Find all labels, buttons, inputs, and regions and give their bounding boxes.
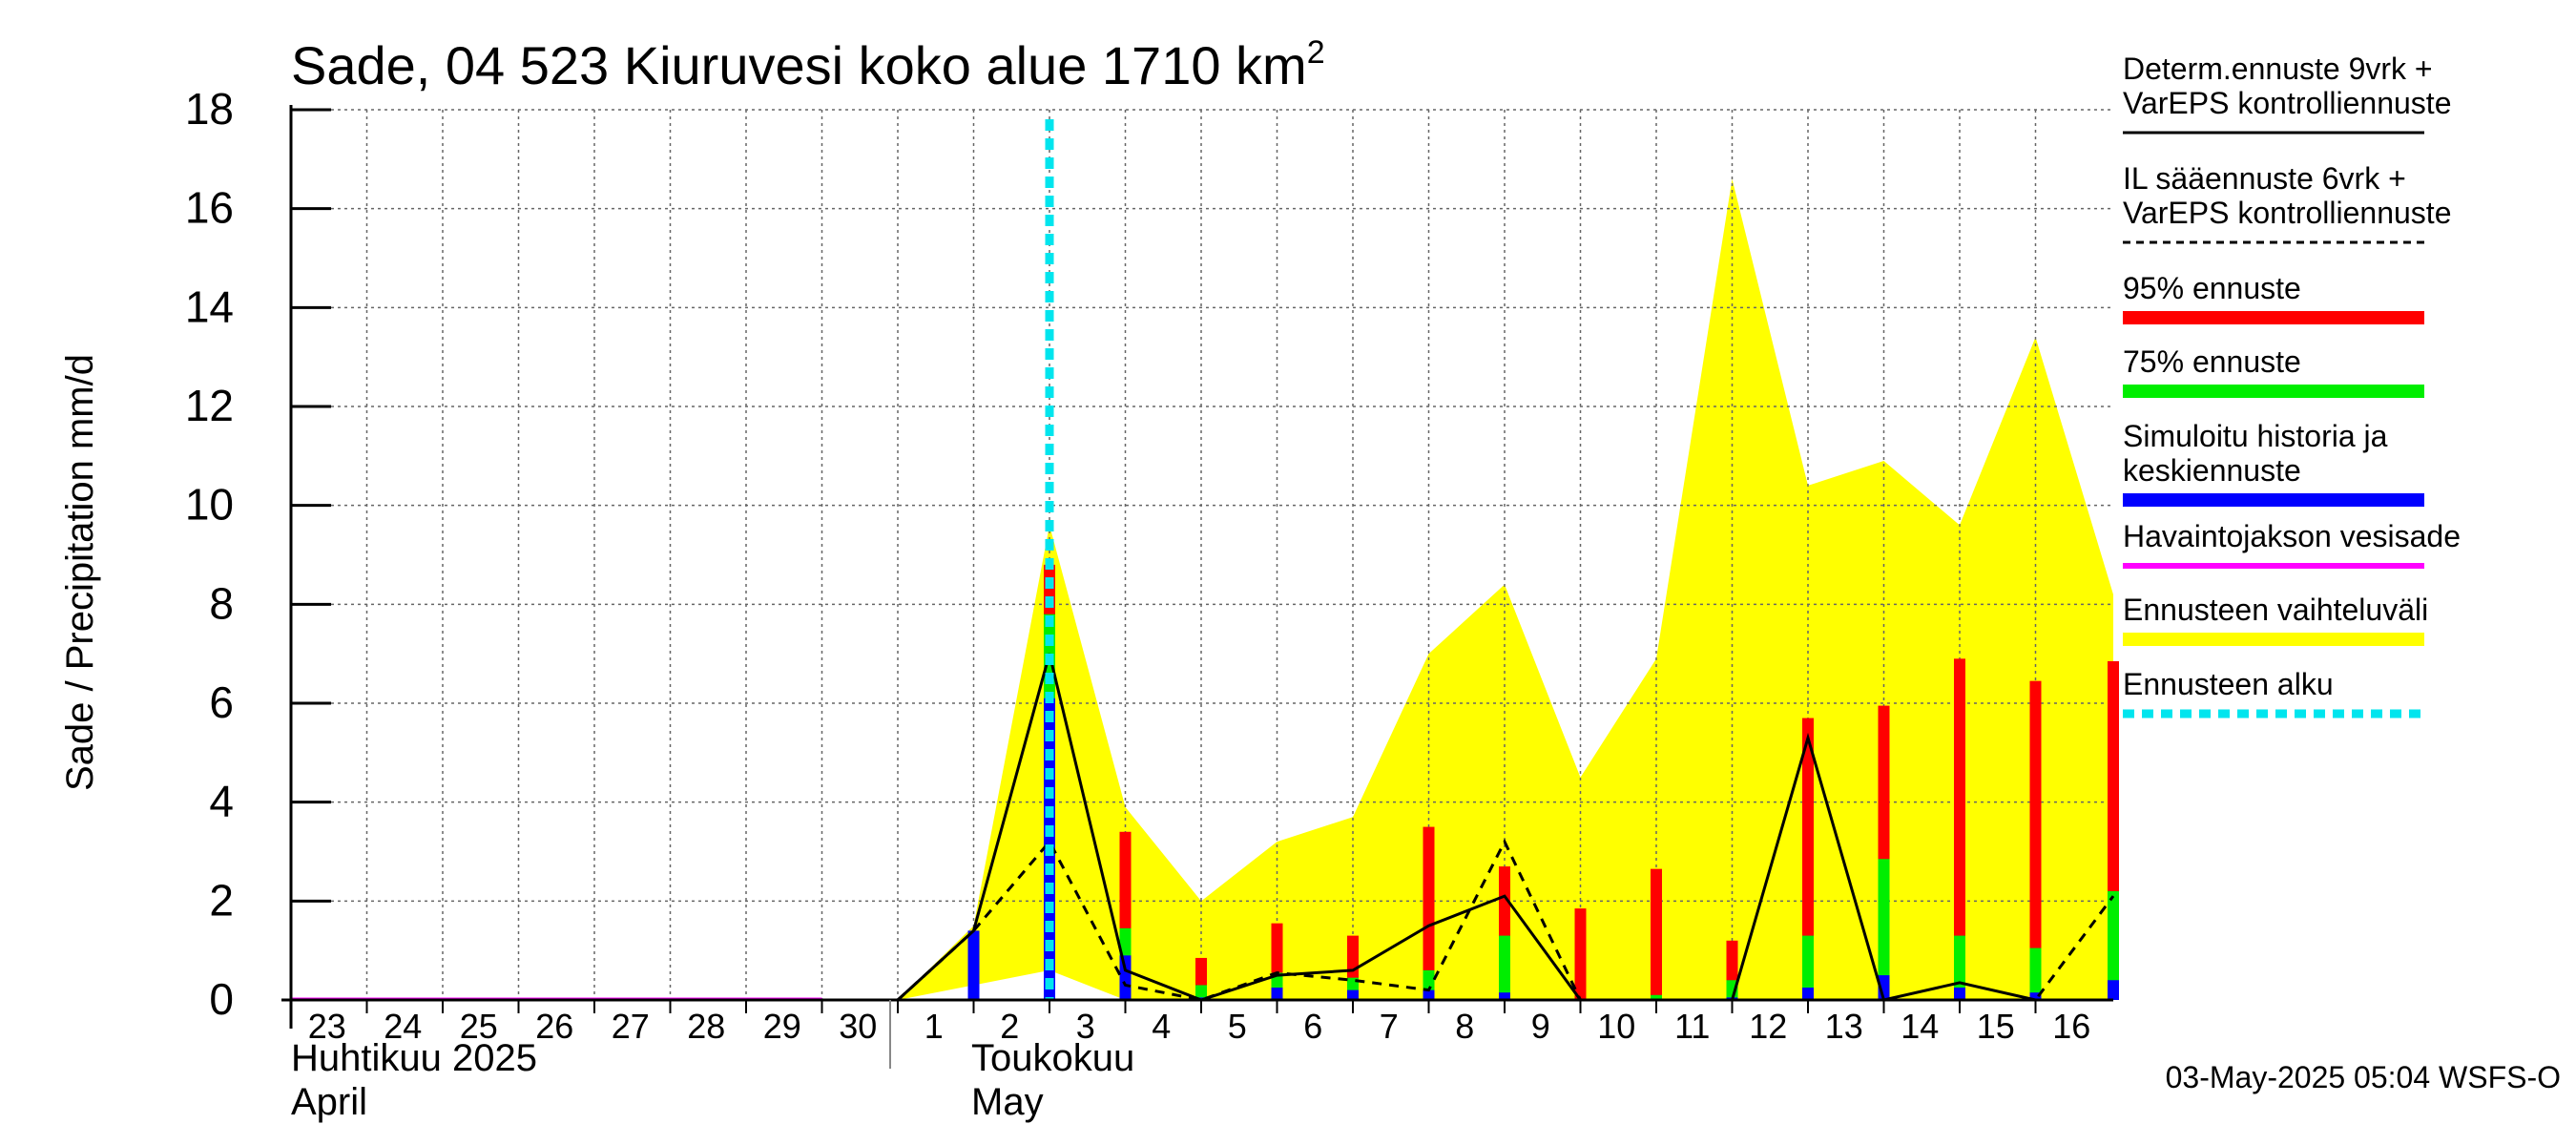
y-tick-label: 10	[185, 480, 234, 530]
x-tick-label: 16	[2052, 1007, 2090, 1046]
x-tick-label: 24	[384, 1007, 422, 1046]
bar-p75-day-16-end	[2108, 890, 2119, 1000]
x-tick-label: 10	[1597, 1007, 1635, 1046]
x-tick-label: 25	[460, 1007, 498, 1046]
legend-label-2: 95% ennuste	[2123, 271, 2301, 305]
legend-label-1: VarEPS kontrolliennuste	[2123, 196, 2451, 230]
bar-mean-day-16-end	[2108, 980, 2119, 1000]
x-tick-label: 14	[1901, 1007, 1939, 1046]
x-tick-label: 6	[1303, 1007, 1322, 1046]
month-label-april-en: April	[291, 1081, 367, 1123]
bar-p75-day-16	[2029, 947, 2042, 1000]
legend-label-0: VarEPS kontrolliennuste	[2123, 86, 2451, 120]
month-label-april-fi: Huhtikuu 2025	[291, 1037, 537, 1079]
bar-mean-day-7	[1347, 989, 1359, 1000]
y-tick-label: 16	[185, 183, 234, 233]
bar-p95-day-16	[2029, 680, 2042, 1000]
legend-label-0: Determ.ennuste 9vrk +	[2123, 52, 2433, 86]
bar-p75-day-9	[1499, 935, 1510, 1000]
legend: Determ.ennuste 9vrk +VarEPS kontrollienn…	[2123, 52, 2461, 718]
y-tick-label: 8	[209, 578, 234, 628]
legend-label-4: keskiennuste	[2123, 453, 2301, 488]
bar-mean-day-13	[1802, 988, 1814, 1000]
bar-p95-day-10	[1574, 908, 1587, 1000]
x-tick-label: 30	[839, 1007, 877, 1046]
bar-mean-day-16	[2029, 992, 2042, 1000]
chart-title: Sade, 04 523 Kiuruvesi koko alue 1710 km…	[291, 34, 1325, 95]
y-tick-label: 12	[185, 381, 234, 430]
bar-p75-day-13	[1802, 935, 1814, 1000]
x-tick-label: 23	[308, 1007, 346, 1046]
y-tick-label: 14	[185, 281, 234, 331]
x-tick-label: 29	[763, 1007, 801, 1046]
bar-p95-day-13	[1802, 718, 1814, 1000]
bar-p95-day-11	[1651, 868, 1662, 1000]
bar-mean-day-15	[1954, 988, 1965, 1000]
month-label-may-fi: Toukokuu	[971, 1037, 1134, 1079]
x-tick-label: 2	[1000, 1007, 1019, 1046]
x-tick-label: 13	[1825, 1007, 1863, 1046]
legend-label-6: Ennusteen vaihteluväli	[2123, 593, 2428, 627]
bar-mean-day-8	[1423, 989, 1435, 1000]
x-tick-label: 28	[687, 1007, 725, 1046]
legend-label-1: IL sääennuste 6vrk +	[2123, 161, 2406, 196]
bar-p75-day-11	[1651, 994, 1662, 1000]
y-axis-label: Sade / Precipitation mm/d	[59, 354, 101, 791]
x-tick-label: 4	[1152, 1007, 1171, 1046]
x-tick-label: 3	[1076, 1007, 1095, 1046]
bar-mean-day-2	[967, 930, 980, 1000]
y-tick-label: 4	[209, 777, 234, 826]
x-tick-label: 7	[1380, 1007, 1399, 1046]
bar-mean-day-4	[1119, 955, 1132, 1000]
x-tick-label: 1	[924, 1007, 944, 1046]
bar-p95-day-8	[1423, 826, 1435, 1000]
bar-p75-day-5	[1195, 985, 1207, 1000]
x-tick-label: 11	[1674, 1007, 1710, 1046]
axes	[281, 105, 2113, 1069]
x-tick-label: 8	[1455, 1007, 1474, 1046]
y-tick-label: 18	[185, 84, 234, 134]
bar-mean-day-9	[1499, 992, 1510, 1000]
x-tick-label: 26	[535, 1007, 573, 1046]
x-tick-label: 5	[1228, 1007, 1247, 1046]
x-tick-label: 15	[1977, 1007, 2015, 1046]
legend-label-3: 75% ennuste	[2123, 344, 2301, 379]
y-tick-label: 2	[209, 875, 234, 925]
month-label-may-en: May	[971, 1081, 1044, 1123]
x-tick-label: 12	[1749, 1007, 1787, 1046]
y-tick-label: 0	[209, 974, 234, 1024]
x-tick-label: 27	[612, 1007, 650, 1046]
bar-mean-day-6	[1271, 988, 1283, 1000]
determ-forecast-line	[821, 653, 2113, 1002]
legend-label-4: Simuloitu historia ja	[2123, 419, 2388, 453]
x-tick-label: 9	[1531, 1007, 1550, 1046]
bar-p95-day-15	[1954, 658, 1965, 1000]
bar-p75-day-14	[1878, 859, 1890, 1000]
legend-label-7: Ennusteen alku	[2123, 667, 2334, 701]
timestamp-footer: 03-May-2025 05:04 WSFS-O	[2166, 1060, 2561, 1094]
y-tick-label: 6	[209, 677, 234, 727]
legend-label-5: Havaintojakson vesisade	[2123, 519, 2461, 553]
